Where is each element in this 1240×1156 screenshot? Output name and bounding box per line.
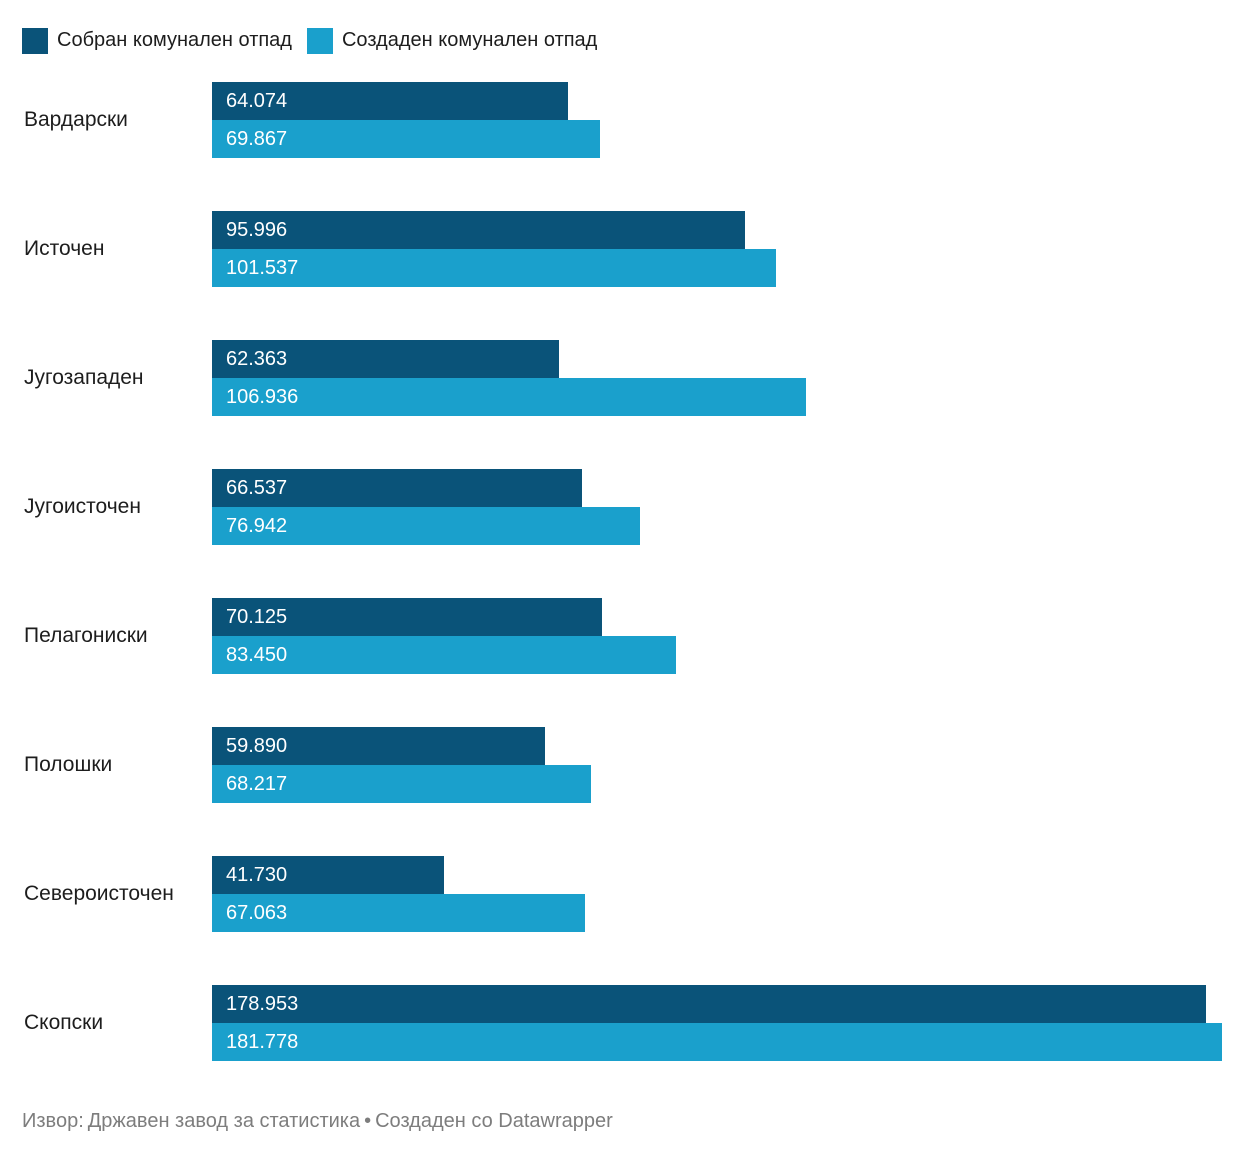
bar-generated: 101.537 [212, 249, 777, 287]
bar-collected: 178.953 [212, 985, 1207, 1023]
legend: Собран комунален отпад Создаден комунале… [22, 27, 1240, 54]
bar-group: 62.363 106.936 [212, 340, 1222, 416]
bar-generated: 106.936 [212, 378, 807, 416]
bar-value-label: 67.063 [226, 901, 288, 924]
bar-collected: 66.537 [212, 469, 582, 507]
bar-group: 64.074 69.867 [212, 82, 1222, 158]
bar-collected: 64.074 [212, 82, 568, 120]
source-text: Државен завод за статистика [87, 1110, 361, 1132]
bar-value-label: 76.942 [226, 514, 288, 537]
bar-value-label: 66.537 [226, 476, 288, 499]
bar-value-label: 62.363 [226, 347, 288, 370]
bar-generated: 83.450 [212, 636, 676, 674]
bar-generated: 181.778 [212, 1023, 1222, 1061]
legend-label-collected: Собран комунален отпад [57, 29, 292, 51]
bar-value-label: 59.890 [226, 734, 288, 757]
category-label: Полошки [24, 753, 113, 776]
chart-row: Југозападен 62.363 106.936 [0, 340, 1240, 416]
bar-value-label: 70.125 [226, 605, 288, 628]
legend-swatch-collected-icon [22, 27, 48, 54]
bar-value-label: 41.730 [226, 863, 288, 886]
legend-item-collected: Собран комунален отпад [22, 27, 292, 54]
chart-row: Вардарски 64.074 69.867 [0, 82, 1240, 158]
chart-row: Полошки 59.890 68.217 [0, 727, 1240, 803]
bar-value-label: 181.778 [226, 1030, 299, 1053]
chart-row: Југоисточен 66.537 76.942 [0, 469, 1240, 545]
bar-collected: 41.730 [212, 856, 444, 894]
bar-group: 66.537 76.942 [212, 469, 1222, 545]
bar-generated: 67.063 [212, 894, 585, 932]
bar-collected: 62.363 [212, 340, 559, 378]
bar-value-label: 101.537 [226, 256, 299, 279]
chart-row: Скопски 178.953 181.778 [0, 985, 1240, 1061]
category-label: Источен [24, 237, 105, 260]
bar-collected: 59.890 [212, 727, 545, 765]
bar-value-label: 64.074 [226, 89, 288, 112]
category-label: Југоисточен [24, 495, 141, 518]
category-label: Вардарски [24, 108, 128, 131]
bar-group: 178.953 181.778 [212, 985, 1222, 1061]
legend-label-generated: Создаден комунален отпад [341, 29, 598, 51]
legend-swatch-generated-icon [306, 27, 333, 54]
footer-separator: • [364, 1110, 372, 1132]
category-label: Пелагониски [24, 624, 148, 647]
bar-collected: 70.125 [212, 598, 602, 636]
bar-value-label: 83.450 [226, 643, 288, 666]
category-label: Југозападен [24, 366, 144, 389]
bar-generated: 76.942 [212, 507, 640, 545]
bar-value-label: 178.953 [226, 992, 299, 1015]
bar-group: 70.125 83.450 [212, 598, 1222, 674]
datawrapper-credit: Создаден со Datawrapper [375, 1110, 613, 1132]
bar-value-label: 68.217 [226, 772, 288, 795]
legend-item-generated: Создаден комунален отпад [306, 27, 598, 54]
chart-row: Источен 95.996 101.537 [0, 211, 1240, 287]
source-label: Извор: [22, 1110, 84, 1132]
category-label: Североисточен [24, 882, 174, 905]
source-footer: Извор: Државен завод за статистика • Создад… [22, 1110, 1240, 1133]
chart-row: Пелагониски 70.125 83.450 [0, 598, 1240, 674]
bar-group: 59.890 68.217 [212, 727, 1222, 803]
bar-chart: Вардарски 64.074 69.867 Источен 95.996 1… [0, 82, 1240, 1061]
bar-generated: 69.867 [212, 120, 601, 158]
bar-value-label: 69.867 [226, 127, 288, 150]
bar-value-label: 106.936 [226, 385, 299, 408]
category-label: Скопски [24, 1011, 104, 1034]
bar-group: 41.730 67.063 [212, 856, 1222, 932]
bar-group: 95.996 101.537 [212, 211, 1222, 287]
bar-value-label: 95.996 [226, 218, 288, 241]
chart-row: Североисточен 41.730 67.063 [0, 856, 1240, 932]
bar-collected: 95.996 [212, 211, 746, 249]
bar-generated: 68.217 [212, 765, 592, 803]
